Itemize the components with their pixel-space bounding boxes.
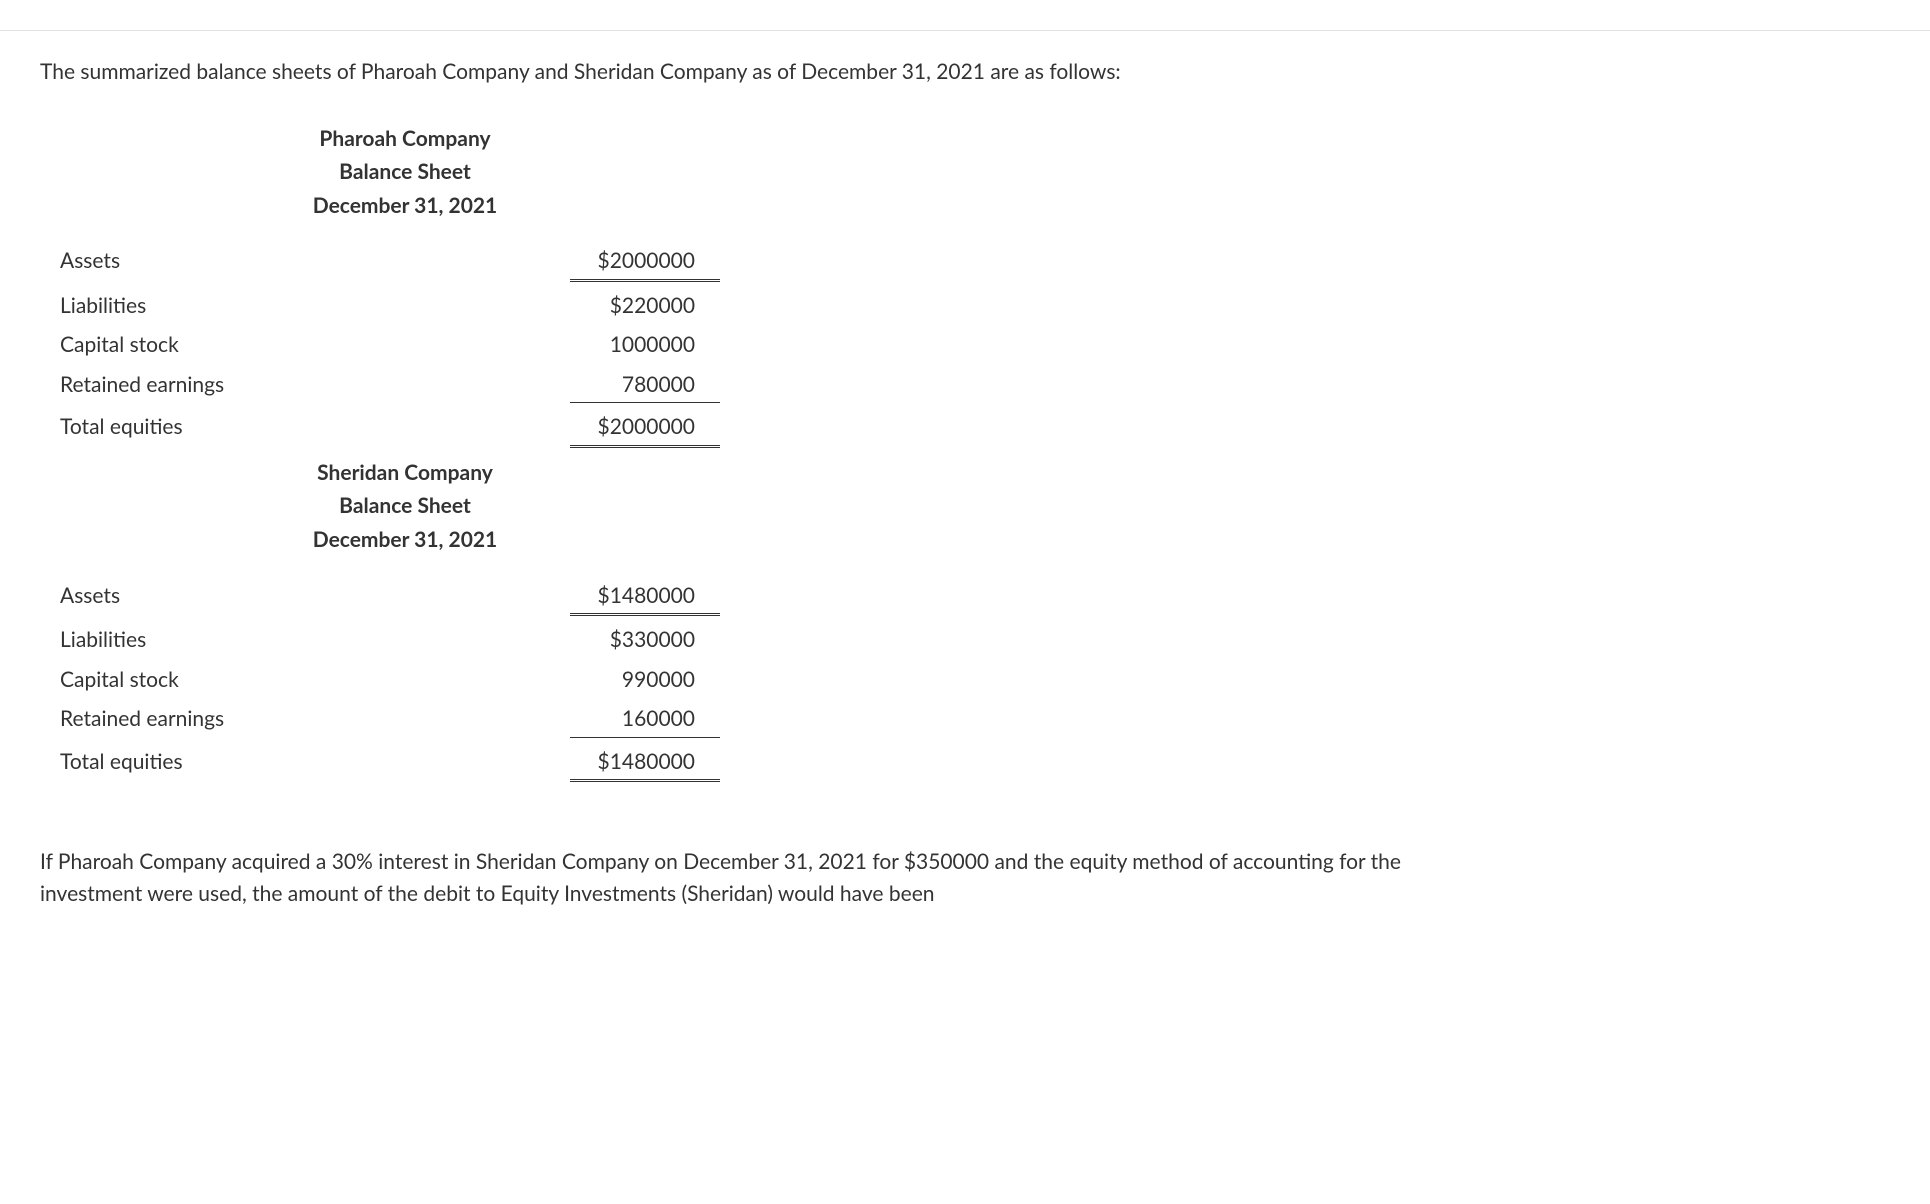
balance-sheets-table: Pharoah Company Balance Sheet December 3… bbox=[50, 118, 730, 787]
row-value: 160000 bbox=[560, 699, 730, 742]
sheet1-header: Pharoah Company Balance Sheet December 3… bbox=[250, 118, 560, 227]
row-value: $2000000 bbox=[560, 241, 730, 286]
spacer-cell bbox=[50, 118, 250, 227]
table-row: Assets $2000000 bbox=[50, 241, 730, 286]
sheet1-date: December 31, 2021 bbox=[313, 193, 498, 218]
row-label: Total equities bbox=[50, 407, 250, 452]
row-label: Capital stock bbox=[50, 325, 250, 365]
sheet2-date: December 31, 2021 bbox=[313, 527, 498, 552]
row-value: 780000 bbox=[560, 365, 730, 408]
question-paragraph: If Pharoah Company acquired a 30% intere… bbox=[40, 846, 1440, 909]
spacer-cell bbox=[250, 576, 560, 621]
spacer-cell bbox=[560, 452, 730, 561]
table-row: Total equities $2000000 bbox=[50, 407, 730, 452]
row-label: Liabilities bbox=[50, 620, 250, 660]
spacer-cell bbox=[250, 742, 560, 787]
row-label: Assets bbox=[50, 576, 250, 621]
spacer-cell bbox=[560, 118, 730, 227]
sheet2-title: Balance Sheet bbox=[339, 493, 471, 518]
row-label: Retained earnings bbox=[50, 365, 250, 408]
spacer-cell bbox=[250, 325, 560, 365]
row-value: $330000 bbox=[560, 620, 730, 660]
sheet2-company: Sheridan Company bbox=[317, 460, 493, 485]
row-value: 990000 bbox=[560, 660, 730, 700]
row-value: $1480000 bbox=[560, 742, 730, 787]
sheet1-title: Balance Sheet bbox=[339, 159, 471, 184]
spacer-cell bbox=[250, 365, 560, 408]
table-row: Total equities $1480000 bbox=[50, 742, 730, 787]
row-label: Liabilities bbox=[50, 286, 250, 326]
spacer-cell bbox=[250, 407, 560, 452]
row-label: Total equities bbox=[50, 742, 250, 787]
spacer-cell bbox=[250, 241, 560, 286]
table-row: Assets $1480000 bbox=[50, 576, 730, 621]
table-row: Retained earnings 780000 bbox=[50, 365, 730, 408]
sheet2-header: Sheridan Company Balance Sheet December … bbox=[250, 452, 560, 561]
table-row: Liabilities $220000 bbox=[50, 286, 730, 326]
row-label: Capital stock bbox=[50, 660, 250, 700]
intro-paragraph: The summarized balance sheets of Pharoah… bbox=[40, 56, 1440, 88]
table-row: Liabilities $330000 bbox=[50, 620, 730, 660]
table-row: Retained earnings 160000 bbox=[50, 699, 730, 742]
row-value: $2000000 bbox=[560, 407, 730, 452]
row-value: 1000000 bbox=[560, 325, 730, 365]
spacer-cell bbox=[250, 620, 560, 660]
row-label: Assets bbox=[50, 241, 250, 286]
row-value: $220000 bbox=[560, 286, 730, 326]
spacer-cell bbox=[50, 452, 250, 561]
top-divider bbox=[0, 30, 1930, 31]
table-row: Capital stock 1000000 bbox=[50, 325, 730, 365]
spacer-row bbox=[50, 226, 730, 241]
row-label: Retained earnings bbox=[50, 699, 250, 742]
spacer-cell bbox=[250, 699, 560, 742]
spacer-cell bbox=[250, 286, 560, 326]
spacer-row bbox=[50, 561, 730, 576]
table-row: Capital stock 990000 bbox=[50, 660, 730, 700]
row-value: $1480000 bbox=[560, 576, 730, 621]
sheet1-company: Pharoah Company bbox=[319, 126, 490, 151]
spacer-cell bbox=[250, 660, 560, 700]
